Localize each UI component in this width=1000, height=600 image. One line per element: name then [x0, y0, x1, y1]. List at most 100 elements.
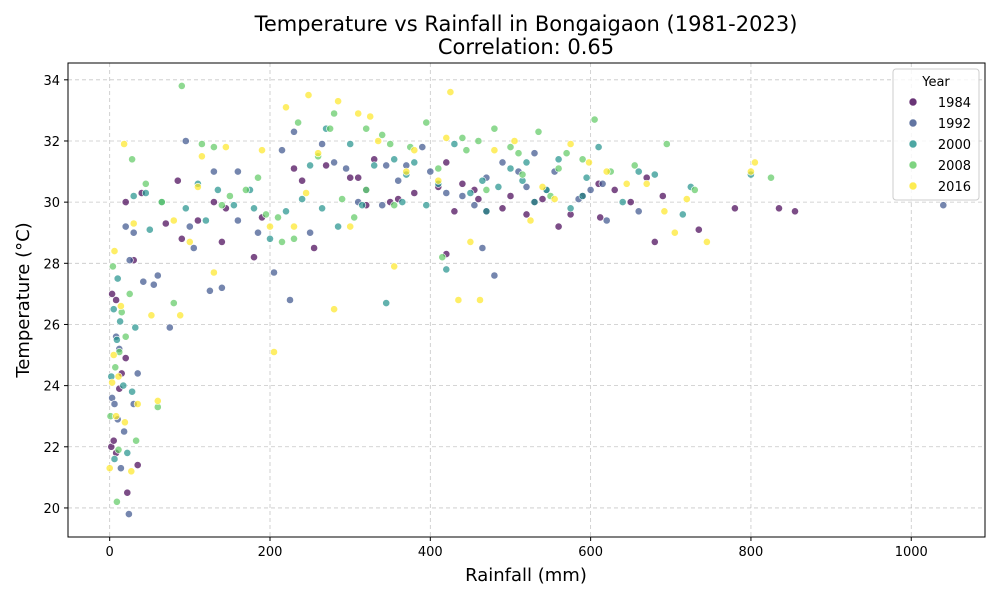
y-tick-label: 22 — [43, 441, 60, 456]
data-point — [775, 204, 783, 213]
data-point — [630, 161, 639, 170]
data-point — [278, 237, 286, 246]
data-point — [233, 167, 242, 176]
data-point — [302, 189, 310, 197]
data-point — [346, 222, 355, 231]
legend-label: 2000 — [938, 138, 971, 153]
data-point — [506, 164, 515, 173]
data-point — [290, 127, 298, 136]
data-point — [110, 400, 119, 408]
data-point — [450, 207, 459, 216]
data-point — [386, 140, 395, 148]
data-point — [660, 207, 669, 216]
data-point — [650, 170, 659, 179]
data-point — [254, 228, 262, 237]
data-point — [105, 464, 114, 473]
data-point — [418, 143, 427, 151]
data-point — [149, 280, 158, 289]
data-point — [442, 189, 451, 197]
data-point — [270, 268, 278, 277]
data-point — [791, 207, 799, 216]
data-point — [354, 109, 363, 118]
data-point — [626, 198, 635, 206]
data-point — [125, 289, 134, 298]
data-point — [254, 173, 262, 182]
data-point — [346, 173, 355, 182]
data-point — [113, 497, 121, 506]
x-axis-ticks: 0 200 400 600 800 1000 — [106, 537, 928, 560]
data-point — [498, 158, 507, 167]
data-point — [378, 201, 387, 210]
data-point — [121, 418, 129, 427]
data-point — [578, 192, 587, 200]
data-point — [181, 137, 190, 145]
data-point — [690, 185, 699, 194]
data-point — [342, 164, 350, 173]
data-point — [290, 222, 298, 231]
data-point — [566, 140, 575, 148]
data-point — [121, 332, 130, 341]
legend-marker — [908, 139, 918, 149]
data-point — [304, 91, 313, 99]
data-point — [217, 237, 226, 246]
data-point — [506, 143, 515, 151]
data-point — [181, 204, 190, 213]
y-tick-label: 26 — [43, 318, 60, 333]
data-point — [221, 143, 230, 151]
data-point — [398, 198, 407, 206]
data-point — [446, 88, 455, 96]
data-point — [634, 207, 643, 216]
data-point — [522, 210, 531, 219]
data-point — [197, 140, 206, 148]
data-point — [442, 158, 451, 167]
x-tick-label: 400 — [418, 545, 443, 560]
data-point — [233, 216, 242, 225]
data-point — [522, 158, 531, 167]
data-point — [129, 192, 138, 200]
data-point — [566, 204, 575, 213]
data-point — [185, 237, 194, 246]
data-point — [310, 244, 318, 252]
data-point — [225, 192, 234, 200]
y-tick-label: 32 — [43, 135, 60, 150]
data-point — [177, 82, 186, 90]
data-point — [116, 317, 124, 326]
data-point — [596, 213, 605, 222]
data-point — [125, 256, 134, 265]
data-point — [189, 244, 198, 252]
data-point — [422, 201, 431, 210]
data-point — [318, 140, 326, 148]
data-point — [382, 161, 391, 170]
data-point — [250, 253, 258, 262]
x-tick-label: 800 — [739, 545, 764, 560]
data-point — [133, 461, 142, 469]
data-point — [108, 289, 116, 298]
data-point — [554, 222, 563, 231]
data-point — [133, 369, 142, 378]
data-point — [128, 387, 136, 396]
data-point — [209, 198, 218, 206]
data-point — [410, 146, 419, 155]
y-tick-label: 24 — [43, 380, 60, 395]
data-point — [131, 323, 140, 332]
data-point — [694, 225, 703, 234]
data-point — [434, 176, 443, 185]
data-point — [298, 176, 306, 185]
data-point — [173, 176, 182, 185]
data-point — [662, 140, 671, 148]
data-point — [610, 185, 619, 194]
data-point — [585, 158, 593, 167]
data-point — [434, 164, 443, 173]
data-point — [209, 143, 218, 151]
legend: Year 1984 1992 2000 2008 2016 — [892, 68, 980, 201]
data-point — [193, 216, 202, 225]
data-point — [554, 164, 563, 173]
data-point — [390, 155, 399, 164]
data-point — [634, 167, 643, 176]
data-point — [767, 173, 775, 182]
data-point — [422, 118, 431, 127]
data-point — [290, 234, 298, 243]
data-point — [390, 262, 399, 271]
data-point — [438, 253, 447, 262]
data-point — [598, 179, 607, 188]
